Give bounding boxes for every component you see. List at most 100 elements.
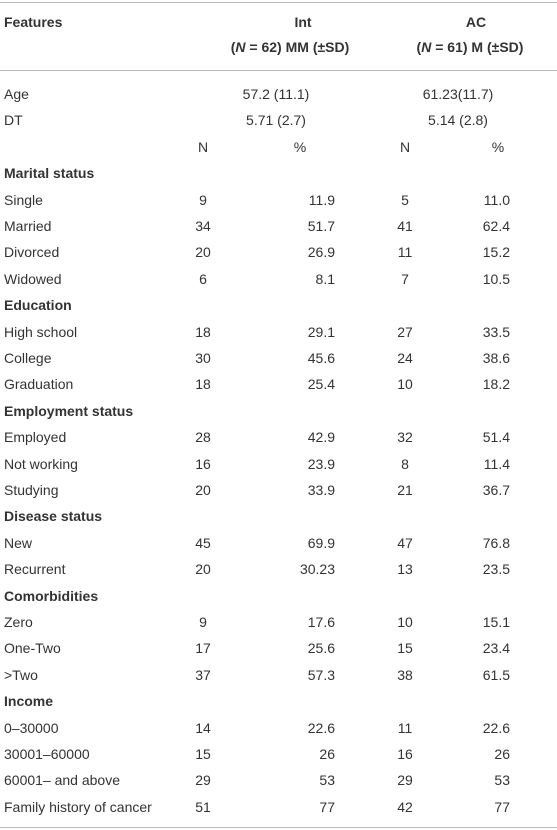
cell: 57.2 (11.1) [242,86,310,102]
section-label: Education [4,297,72,314]
cell: 34 [195,218,211,234]
text: ( [416,39,422,55]
header-ac: AC [465,14,487,30]
unit-label: % [491,138,505,155]
cell: 23.4 [482,640,510,657]
row-label: Age [4,86,29,102]
cell: 62.4 [482,218,510,234]
row-label: High school [4,323,78,340]
cell: 10 [397,376,413,393]
cell: 42 [397,798,413,815]
unit-label: % [293,138,307,155]
cell: 18.2 [482,376,510,393]
row-label: 0–30000 [4,719,59,736]
cell: 26 [319,746,335,762]
cell: 11 [397,719,413,736]
cell: 20 [195,561,211,578]
cell: 10 [397,614,413,630]
cell: 11.4 [483,455,510,472]
cell: 29.1 [307,323,335,340]
row-label: Widowed [4,270,62,287]
cell: 17.6 [307,614,335,630]
cell: 15 [397,640,413,657]
cell: 69.9 [307,534,335,551]
cell: 5.14 (2.8) [428,112,488,129]
cell: 13 [397,561,413,578]
cell: 25.6 [307,640,335,657]
cell: 41 [397,218,413,234]
cell: 23.5 [482,561,510,578]
section-label: Comorbidities [4,587,99,604]
cell: 76.8 [482,534,510,551]
cell: 10.5 [482,270,510,287]
cell: 21 [397,482,413,498]
header-int-sub: (N = 62) MM (±SD) [231,38,350,56]
cell: 11 [397,244,413,261]
text: N [421,39,432,55]
cell: 5 [401,191,409,208]
cell: 51 [195,798,211,815]
cell: 8 [401,455,409,472]
cell: 42.9 [307,429,335,446]
cell: 32 [397,429,413,446]
cell: 61.5 [482,666,510,683]
cell: 38 [397,666,413,683]
row-label: Employed [4,429,67,446]
cell: 29 [195,772,211,789]
cell: 45.6 [307,350,335,366]
section-label: Income [4,693,54,710]
cell: 27 [397,323,413,340]
row-label: College [4,350,52,366]
cell: 53 [319,772,335,789]
cell: 25.4 [307,376,335,393]
cell: 11.9 [308,191,335,208]
cell: 45 [195,534,211,551]
cell: 24 [397,350,413,366]
text: N [235,39,246,55]
cell: 51.7 [307,218,335,234]
header-int: Int [294,14,312,30]
cell: 36.7 [482,482,510,498]
cell: 23.9 [307,455,335,472]
row-label: New [4,534,33,551]
cell: 9 [199,614,207,630]
cell: 18 [195,376,211,393]
row-label: 60001– and above [4,772,120,789]
cell: 16 [397,746,413,762]
cell: 7 [401,270,409,287]
header-ac-sub: (N = 61) M (±SD) [417,38,524,56]
top-rule [0,2,557,3]
cell: 37 [195,666,211,683]
cell: 18 [195,323,211,340]
cell: 30.23 [299,561,335,578]
cell: 33.5 [482,323,510,340]
cell: 9 [199,191,207,208]
row-label: Not working [4,455,78,472]
cell: 15.2 [482,244,510,261]
cell: 8.1 [315,270,335,287]
cell: 33.9 [307,482,335,498]
row-label: Zero [4,614,33,630]
cell: 61.23(11.7) [422,86,494,102]
cell: 29 [397,772,413,789]
row-label: Graduation [4,376,74,393]
header-rule [0,70,557,71]
cell: 57.3 [307,666,335,683]
cell: 15.1 [482,614,510,630]
row-label: DT [4,112,23,129]
section-label: Disease status [4,508,103,525]
row-label: One-Two [4,640,61,657]
cell: 77 [494,798,510,815]
row-label: >Two [4,666,38,683]
cell: 53 [494,772,510,789]
row-label: Family history of cancer [4,798,152,815]
cell: 16 [195,455,211,472]
cell: 20 [195,482,211,498]
text: = 61) M (±SD) [431,39,524,55]
cell: 30 [195,350,211,366]
row-label: Recurrent [4,561,66,578]
cell: 26 [494,746,510,762]
cell: 51.4 [482,429,510,446]
cell: 38.6 [482,350,510,366]
